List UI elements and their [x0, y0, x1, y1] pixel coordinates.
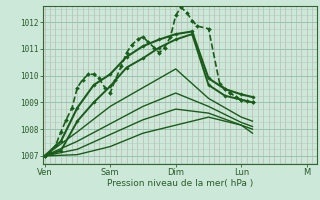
- X-axis label: Pression niveau de la mer( hPa ): Pression niveau de la mer( hPa ): [107, 179, 253, 188]
